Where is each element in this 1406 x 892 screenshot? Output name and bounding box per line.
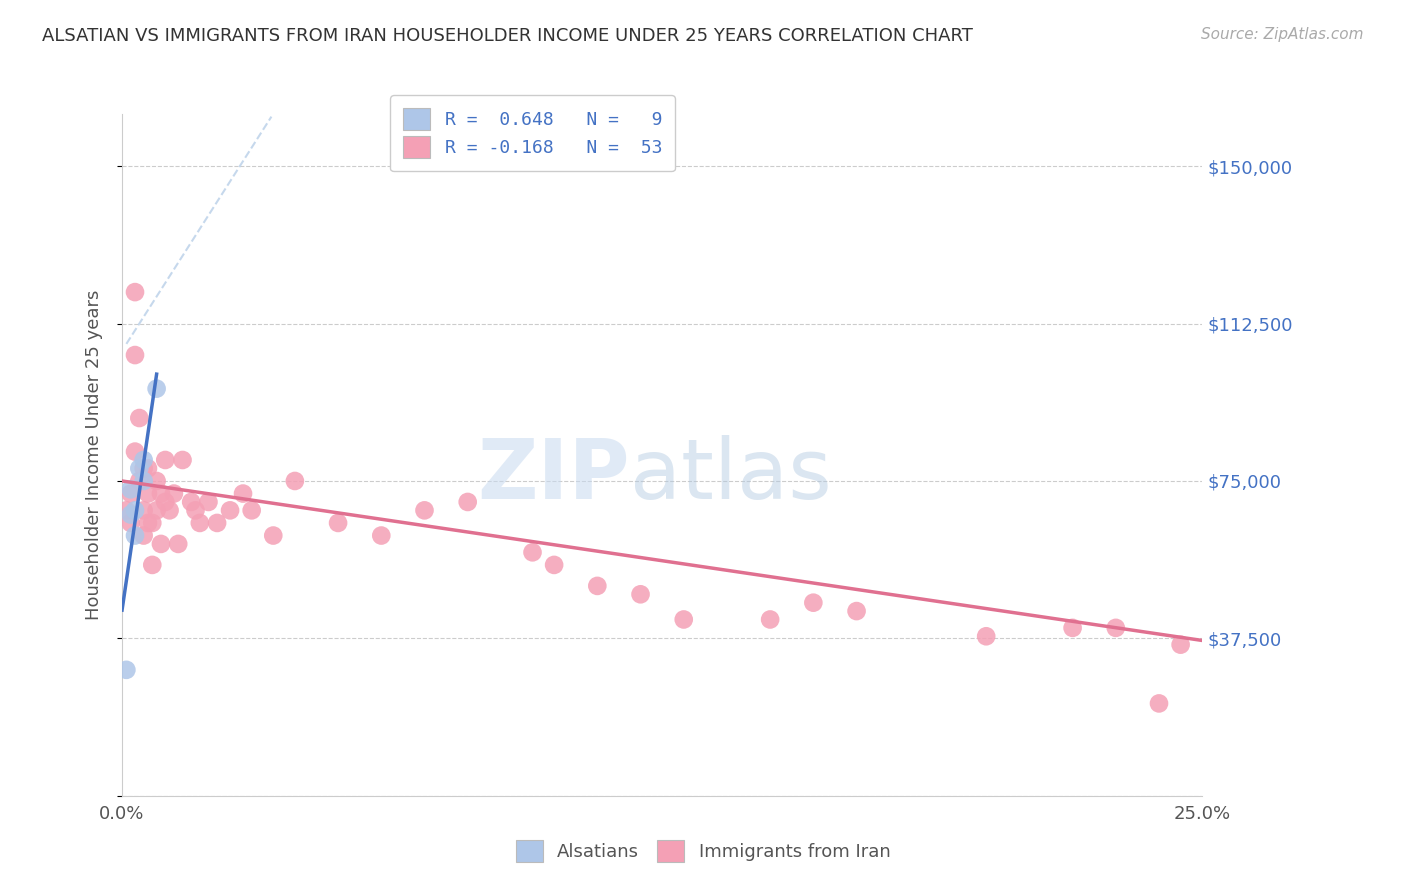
Point <box>163 486 186 500</box>
Point <box>413 503 436 517</box>
Point <box>132 453 155 467</box>
Point <box>132 528 155 542</box>
Point <box>132 461 155 475</box>
Point <box>132 503 155 517</box>
Point <box>167 537 190 551</box>
Point <box>124 528 146 542</box>
Point <box>136 516 159 530</box>
Point <box>801 596 824 610</box>
Point <box>132 474 155 488</box>
Point <box>522 545 544 559</box>
Point <box>149 537 172 551</box>
Point <box>128 474 150 488</box>
Point <box>232 486 254 500</box>
Point <box>120 483 142 497</box>
Point <box>1062 621 1084 635</box>
Point <box>262 528 284 542</box>
Point <box>543 558 565 572</box>
Point <box>172 453 194 467</box>
Point <box>240 503 263 517</box>
Point <box>141 516 163 530</box>
Point <box>188 516 211 530</box>
Y-axis label: Householder Income Under 25 years: Householder Income Under 25 years <box>86 290 103 620</box>
Point <box>141 558 163 572</box>
Point <box>845 604 868 618</box>
Point <box>136 486 159 500</box>
Point <box>974 629 997 643</box>
Point <box>672 612 695 626</box>
Point <box>1105 621 1128 635</box>
Text: atlas: atlas <box>630 434 831 516</box>
Point <box>586 579 609 593</box>
Point <box>120 508 142 522</box>
Point <box>128 461 150 475</box>
Point <box>1147 697 1170 711</box>
Point <box>180 495 202 509</box>
Point <box>197 495 219 509</box>
Point <box>115 503 138 517</box>
Point <box>457 495 479 509</box>
Text: Source: ZipAtlas.com: Source: ZipAtlas.com <box>1201 27 1364 42</box>
Point <box>155 495 177 509</box>
Point <box>124 285 146 299</box>
Point <box>124 444 146 458</box>
Point <box>124 348 146 362</box>
Point <box>145 503 167 517</box>
Point <box>155 453 177 467</box>
Point <box>136 461 159 475</box>
Point <box>759 612 782 626</box>
Point <box>115 663 138 677</box>
Point <box>370 528 392 542</box>
Point <box>145 382 167 396</box>
Point <box>120 516 142 530</box>
Legend: R =  0.648   N =   9, R = -0.168   N =  53: R = 0.648 N = 9, R = -0.168 N = 53 <box>391 95 675 171</box>
Point <box>159 503 181 517</box>
Point <box>128 411 150 425</box>
Point <box>145 474 167 488</box>
Point <box>1170 638 1192 652</box>
Point <box>184 503 207 517</box>
Point <box>284 474 307 488</box>
Point <box>205 516 228 530</box>
Text: ZIP: ZIP <box>477 434 630 516</box>
Point <box>326 516 349 530</box>
Text: ALSATIAN VS IMMIGRANTS FROM IRAN HOUSEHOLDER INCOME UNDER 25 YEARS CORRELATION C: ALSATIAN VS IMMIGRANTS FROM IRAN HOUSEHO… <box>42 27 973 45</box>
Point <box>149 486 172 500</box>
Point <box>120 486 142 500</box>
Legend: Alsatians, Immigrants from Iran: Alsatians, Immigrants from Iran <box>509 833 897 870</box>
Point <box>219 503 242 517</box>
Point <box>124 503 146 517</box>
Point <box>630 587 652 601</box>
